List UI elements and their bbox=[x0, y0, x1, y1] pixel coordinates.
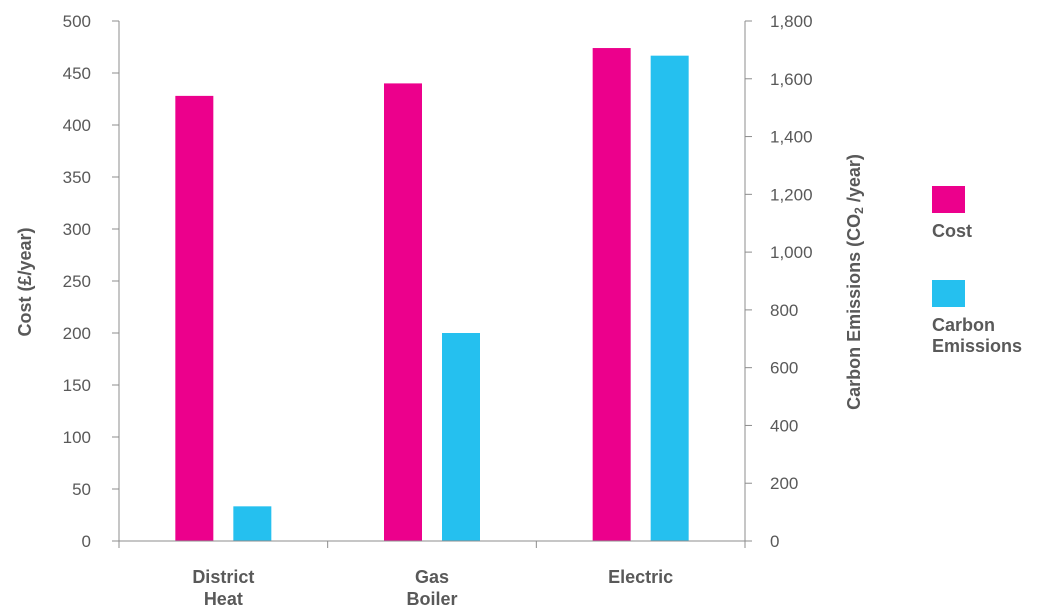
bar-cost bbox=[384, 83, 422, 542]
plot-area: 0 50 100 150 200 250 300 350 400 450 500 0 200 400 60… bbox=[63, 12, 813, 609]
category-label-line: Heat bbox=[204, 589, 243, 609]
bar-cost bbox=[592, 48, 631, 541]
category-label-line: Electric bbox=[608, 567, 673, 587]
legend-label-line: Cost bbox=[932, 221, 972, 241]
right-axis-title-end: /year) bbox=[844, 154, 864, 207]
right-tick-label: 1,800 bbox=[770, 12, 813, 31]
left-tick-label: 100 bbox=[63, 428, 91, 447]
right-tick-label: 1,600 bbox=[770, 70, 813, 89]
bar-carbon-emissions bbox=[442, 333, 480, 541]
bar-carbon-emissions bbox=[650, 55, 689, 542]
left-tick-label: 300 bbox=[63, 220, 91, 239]
legend: Cost Carbon Emissions bbox=[932, 186, 1022, 356]
bars bbox=[175, 48, 689, 542]
right-tick-label: 0 bbox=[770, 532, 779, 551]
category-label-line: District bbox=[192, 567, 254, 587]
x-ticks bbox=[118, 541, 746, 548]
left-tick-label: 0 bbox=[82, 532, 91, 551]
bar-cost bbox=[175, 95, 214, 541]
left-tick-label: 450 bbox=[63, 64, 91, 83]
right-axis-title-main: Carbon Emissions (CO bbox=[844, 214, 864, 410]
right-tick-label: 1,400 bbox=[770, 128, 813, 147]
left-tick-label: 400 bbox=[63, 116, 91, 135]
left-axis-title: Cost (£/year) bbox=[15, 227, 35, 336]
left-tick-label: 50 bbox=[72, 480, 91, 499]
legend-label-cost: Cost bbox=[932, 221, 972, 241]
legend-label-carbon-emissions: Carbon Emissions bbox=[932, 315, 1022, 356]
category-labels: District Heat Gas Boiler Electric bbox=[192, 567, 673, 609]
left-tick-label: 350 bbox=[63, 168, 91, 187]
category-label: Electric bbox=[608, 567, 673, 587]
right-axis-title: Carbon Emissions (CO2 /year) bbox=[844, 154, 866, 410]
category-label-line: Boiler bbox=[406, 589, 457, 609]
right-y-ticks: 0 200 400 600 800 1,000 1,200 1,400 1,600 1,800 bbox=[745, 12, 813, 551]
right-axis-title-subscript: 2 bbox=[852, 207, 866, 214]
legend-label-line: Emissions bbox=[932, 336, 1022, 356]
left-y-ticks: 0 50 100 150 200 250 300 350 400 450 500 bbox=[63, 12, 119, 551]
legend-swatch-cost bbox=[932, 186, 965, 213]
legend-swatch-carbon-emissions bbox=[932, 280, 965, 307]
right-tick-label: 400 bbox=[770, 416, 798, 435]
left-tick-label: 500 bbox=[63, 12, 91, 31]
category-label-line: Gas bbox=[415, 567, 449, 587]
right-tick-label: 800 bbox=[770, 301, 798, 320]
legend-label-line: Carbon bbox=[932, 315, 995, 335]
category-label: District Heat bbox=[192, 567, 254, 609]
right-tick-label: 600 bbox=[770, 359, 798, 378]
left-tick-label: 200 bbox=[63, 324, 91, 343]
right-tick-label: 1,200 bbox=[770, 185, 813, 204]
right-tick-label: 200 bbox=[770, 474, 798, 493]
right-tick-label: 1,000 bbox=[770, 243, 813, 262]
bar-carbon-emissions bbox=[233, 506, 272, 541]
left-tick-label: 150 bbox=[63, 376, 91, 395]
left-tick-label: 250 bbox=[63, 272, 91, 291]
category-label: Gas Boiler bbox=[406, 567, 457, 609]
